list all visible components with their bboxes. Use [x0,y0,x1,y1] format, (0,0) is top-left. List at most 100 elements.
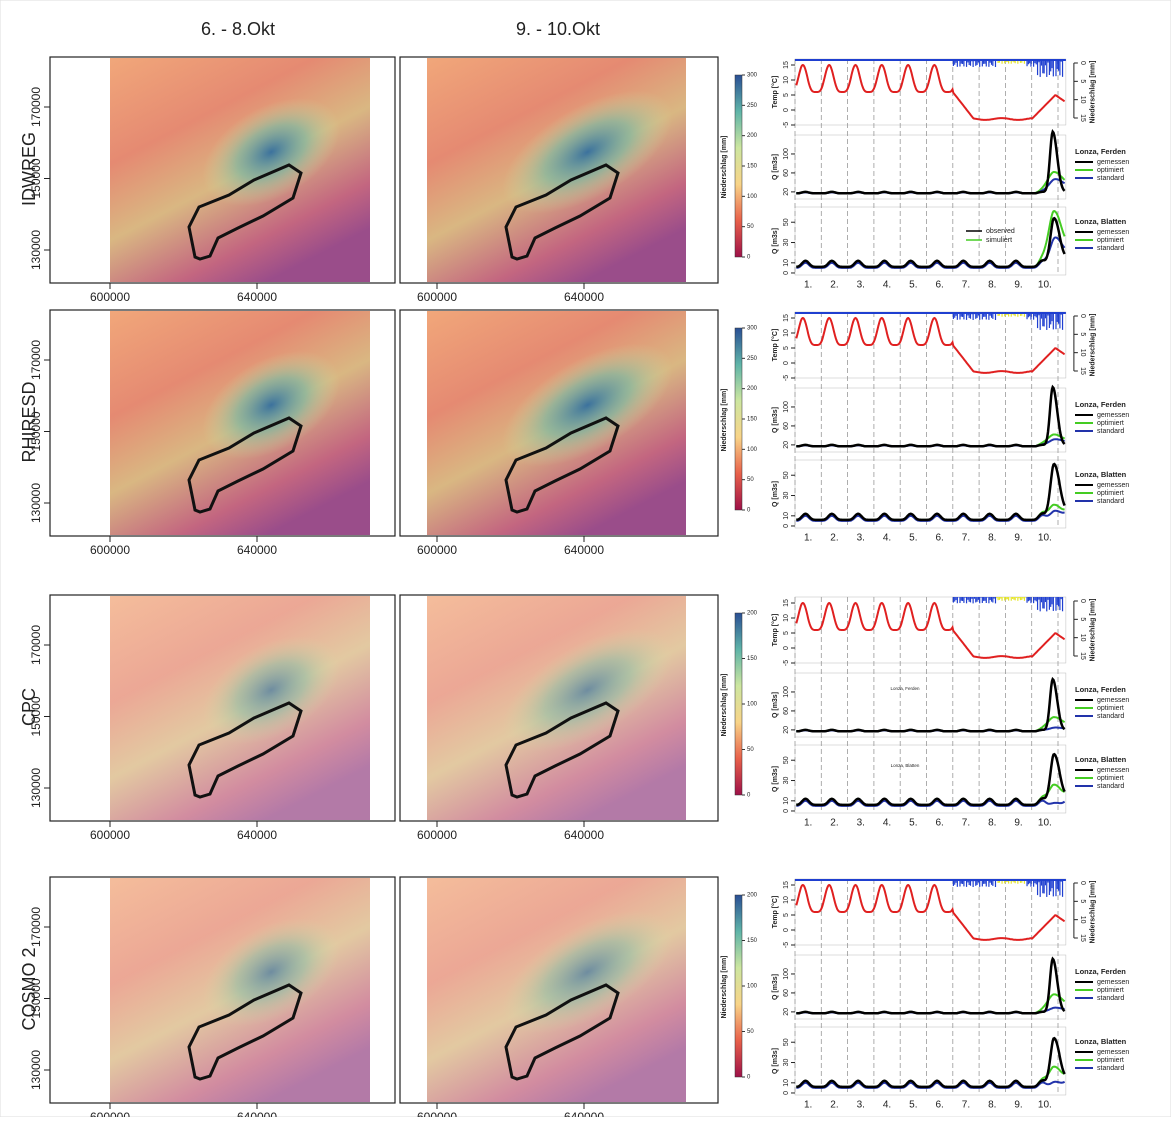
day-label: 2. [830,533,838,544]
temp-tick-label: 15 [783,314,790,322]
precip-bar [1028,597,1029,601]
precip-axis-label: Niederschlag [mm] [1090,598,1097,661]
day-label: 2. [830,1100,838,1111]
y-tick-label: 130000 [29,483,43,523]
precip-tick-label: 10 [1079,349,1086,357]
temp-tick-label: -5 [783,375,790,381]
day-label: 8. [988,1100,996,1111]
q-blatten-tick-label: 50 [783,471,790,479]
precip-bar [1050,597,1051,607]
precip-bar [982,597,983,603]
x-tick-label: 640000 [237,828,277,842]
q-blatten-tick-label: 30 [783,492,790,500]
precip-bar [1024,597,1025,601]
colorbar-tick-label: 100 [747,702,758,708]
q-ferden-tick-label: 60 [783,169,790,177]
day-label: 9. [1014,818,1022,829]
legend-label: standard [1097,428,1124,435]
legend-title: Lonza, Ferden [1075,967,1126,976]
q-axis-label: Q [m3s] [772,407,779,433]
colorbar-tick-label: 150 [747,656,758,662]
precip-bar [1029,597,1030,600]
legend-title: Lonza, Blatten [1075,470,1127,479]
temp-tick-label: 10 [783,896,790,904]
precip-axis-label: Niederschlag [mm] [1090,880,1097,943]
precip-bar [965,597,966,598]
colorbar [735,328,742,510]
q-blatten-tick-label: 10 [783,797,790,805]
precip-bar [1059,879,1060,895]
legend-label: standard [1097,175,1124,182]
x-tick-label: 600000 [90,543,130,557]
q-blatten-tick-label: 10 [783,512,790,520]
precip-bar [1017,597,1018,601]
colorbar-tick-label: 250 [747,356,758,362]
colorbar-tick-label: 300 [747,326,758,332]
legend-label: standard [1097,995,1124,1002]
precip-bar [963,597,964,603]
q-ferden-tick-label: 100 [783,686,790,698]
precip-bar [1062,312,1063,330]
precip-bar [990,597,991,600]
day-label: 6. [935,1100,943,1111]
day-label: 6. [935,818,943,829]
precip-bar [1062,879,1063,897]
legend-label: standard [1097,783,1124,790]
precip-bar [1053,312,1054,329]
legend-label: gemessen [1097,697,1129,704]
precip-bar [1044,312,1045,326]
precip-bar [1046,312,1047,330]
precip-bar [976,597,977,602]
day-label: 7. [962,1100,970,1111]
temp-tick-label: 15 [783,599,790,607]
day-label: 5. [909,533,917,544]
inset-title: Lonza, Ferden [890,686,920,691]
inset-title: Lonza, Blatten [891,763,920,768]
precip-bar [1042,312,1043,326]
precip-bar [1062,597,1063,611]
precip-bar [1015,597,1016,600]
y-tick-label: 130000 [29,768,43,808]
q-blatten-tick-label: 0 [783,271,790,275]
precip-bar [1013,597,1014,600]
colorbar-tick-label: 150 [747,164,758,170]
precip-bar [973,597,974,603]
precip-bar [986,597,987,603]
legend-label: gemessen [1097,229,1129,236]
y-tick-label: 150000 [29,696,43,736]
colorbar [735,75,742,257]
legend-label: standard [1097,713,1124,720]
precip-bar [1040,879,1041,897]
precip-bar [1008,597,1009,601]
precip-bar [975,597,976,602]
precip-bar [991,597,992,602]
inset-label: simuliert [986,237,1012,244]
precip-bar [1058,597,1059,606]
precip-bar [1004,597,1005,601]
legend-label: optimiert [1097,987,1124,994]
day-label: 10. [1038,818,1052,829]
q-blatten-tick-label: 30 [783,777,790,785]
precip-bar [995,597,996,603]
x-tick-label: 640000 [564,1110,604,1117]
x-tick-label: 600000 [417,828,457,842]
precip-bar [970,597,971,602]
precip-bar [971,597,972,599]
precip-tick-label: 5 [1079,79,1086,83]
x-tick-label: 600000 [90,828,130,842]
precip-bar [1055,312,1056,329]
x-tick-label: 640000 [237,290,277,304]
day-label: 8. [988,533,996,544]
precip-bar [1047,597,1048,600]
precip-bar [1007,597,1008,599]
precip-bar [1053,597,1054,611]
temp-tick-label: 10 [783,76,790,84]
day-label: 7. [962,280,970,291]
precip-bar [1016,597,1017,598]
day-label: 2. [830,280,838,291]
day-label: 1. [804,533,812,544]
precip-bar [1059,312,1060,328]
precip-bar [1020,597,1021,600]
precip-bar [1049,59,1050,75]
temp-tick-label: 0 [783,361,790,365]
